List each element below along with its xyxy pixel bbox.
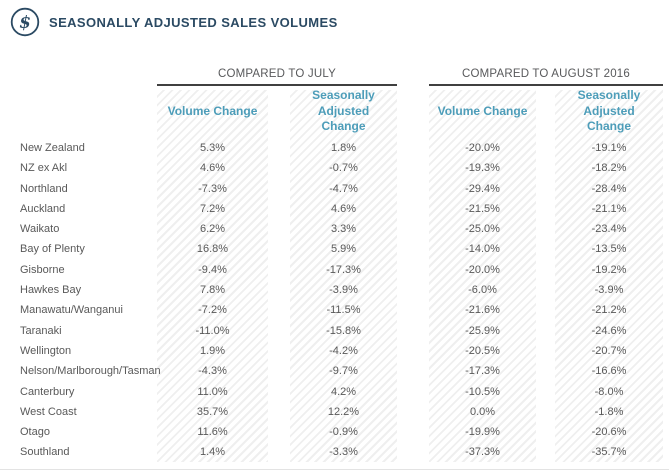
- region-label: Hawkes Bay: [20, 284, 82, 297]
- table-cell: -20.0%: [465, 142, 500, 154]
- region-label: West Coast: [20, 405, 77, 418]
- table-cell: -1.8%: [594, 405, 624, 418]
- table-cell: -0.9%: [329, 426, 358, 439]
- table-cell: -9.7%: [329, 365, 358, 378]
- table-cell: -4.3%: [198, 365, 227, 378]
- table-cell: -4.7%: [329, 182, 358, 195]
- table-cell: 1.9%: [199, 344, 226, 357]
- table-cell: -13.5%: [591, 243, 627, 256]
- table-cell: -14.0%: [465, 243, 500, 256]
- table-cell: -6.0%: [468, 284, 497, 297]
- table-cell: -17.3%: [465, 365, 500, 378]
- column-stripe-band: [555, 90, 663, 462]
- group-header-compared-to-july: COMPARED TO JULY: [157, 64, 397, 86]
- region-label: Bay of Plenty: [20, 243, 85, 256]
- table-cell: -21.5%: [465, 202, 500, 215]
- region-label: Manawatu/Wanganui: [20, 304, 123, 317]
- table-grid: COMPARED TO JULY COMPARED TO AUGUST 2016…: [0, 64, 663, 463]
- page-title: SEASONALLY ADJUSTED SALES VOLUMES: [49, 14, 338, 30]
- dollar-circle-icon: $: [10, 7, 40, 37]
- table-cell: -11.5%: [326, 304, 361, 317]
- table-cell: -21.2%: [591, 304, 627, 317]
- table-cell: -28.4%: [591, 182, 627, 195]
- table-cell: -3.3%: [329, 446, 358, 459]
- table-cell: 6.2%: [199, 223, 226, 236]
- table-cell: 5.3%: [199, 142, 226, 154]
- table-cell: -19.1%: [591, 142, 627, 154]
- table-cell: 4.2%: [330, 385, 357, 398]
- table-cell: -35.7%: [591, 446, 627, 459]
- table-cell: 4.6%: [330, 202, 357, 215]
- table-cell: 16.8%: [196, 243, 229, 256]
- region-label: Northland: [20, 182, 68, 195]
- table-cell: 5.9%: [330, 243, 357, 256]
- region-label: NZ ex Akl: [20, 162, 68, 175]
- table-cell: -21.1%: [591, 202, 627, 215]
- column-stripe-band: [290, 90, 397, 462]
- table-cell: -24.6%: [591, 324, 627, 337]
- table-cell: -3.9%: [594, 284, 624, 297]
- table-cell: -10.5%: [465, 385, 500, 398]
- sales-volumes-table: COMPARED TO JULY COMPARED TO AUGUST 2016…: [0, 64, 669, 469]
- table-cell: -7.2%: [198, 304, 227, 317]
- table-cell: -19.3%: [465, 162, 500, 175]
- column-header-seasonally-adjusted-change-august: Seasonally Adjusted Change: [577, 88, 641, 134]
- page-header: $ SEASONALLY ADJUSTED SALES VOLUMES: [10, 7, 338, 37]
- table-cell: -20.6%: [591, 426, 627, 439]
- table-cell: -3.9%: [329, 284, 358, 297]
- region-label: Nelson/Marlborough/Tasman: [20, 365, 161, 378]
- region-label: Gisborne: [20, 263, 65, 276]
- table-cell: -19.2%: [591, 263, 627, 276]
- column-header-seasonally-adjusted-change-july: Seasonally Adjusted Change: [312, 88, 375, 134]
- table-cell: 1.4%: [199, 446, 226, 459]
- region-label: New Zealand: [20, 142, 85, 154]
- table-cell: -20.7%: [591, 344, 627, 357]
- group-header-compared-to-august-2016: COMPARED TO AUGUST 2016: [429, 64, 663, 86]
- column-header-volume-change-august: Volume Change: [437, 103, 528, 118]
- region-label: Waikato: [20, 223, 60, 236]
- table-cell: -8.0%: [594, 385, 624, 398]
- table-cell: -25.9%: [465, 324, 500, 337]
- table-cell: -7.3%: [198, 182, 227, 195]
- table-cell: -21.6%: [465, 304, 500, 317]
- table-cell: -0.7%: [329, 162, 358, 175]
- column-header-volume-change-july: Volume Change: [167, 103, 258, 118]
- table-cell: -15.8%: [326, 324, 361, 337]
- table-cell: -20.5%: [465, 344, 500, 357]
- table-cell: 3.3%: [330, 223, 357, 236]
- column-stripe-band: [157, 90, 268, 462]
- table-cell: 1.8%: [330, 142, 357, 154]
- region-label: Wellington: [20, 344, 72, 357]
- table-cell: -9.4%: [198, 263, 227, 276]
- table-cell: 11.0%: [197, 385, 228, 398]
- region-label: Auckland: [20, 202, 66, 215]
- table-cell: -29.4%: [465, 182, 500, 195]
- column-stripe-band: [429, 90, 536, 462]
- table-cell: -37.3%: [465, 446, 500, 459]
- table-cell: 12.2%: [327, 405, 360, 418]
- table-cell: -16.6%: [591, 365, 627, 378]
- region-label: Otago: [20, 426, 50, 439]
- table-cell: -25.0%: [465, 223, 500, 236]
- region-label: Canterbury: [20, 385, 75, 398]
- table-cell: -11.0%: [195, 324, 230, 337]
- table-cell: -19.9%: [465, 426, 500, 439]
- table-cell: 35.7%: [196, 405, 229, 418]
- table-cell: -18.2%: [591, 162, 627, 175]
- table-cell: 4.6%: [199, 162, 226, 175]
- table-cell: 7.2%: [199, 202, 226, 215]
- table-cell: 11.6%: [197, 426, 228, 439]
- region-label: Taranaki: [20, 324, 62, 337]
- table-cell: -17.3%: [326, 263, 361, 276]
- svg-text:$: $: [19, 13, 31, 33]
- table-cell: -20.0%: [465, 263, 500, 276]
- region-label: Southland: [20, 446, 70, 459]
- table-cell: -23.4%: [591, 223, 627, 236]
- table-cell: 0.0%: [469, 405, 496, 418]
- table-cell: -4.2%: [329, 344, 358, 357]
- table-cell: 7.8%: [199, 284, 226, 297]
